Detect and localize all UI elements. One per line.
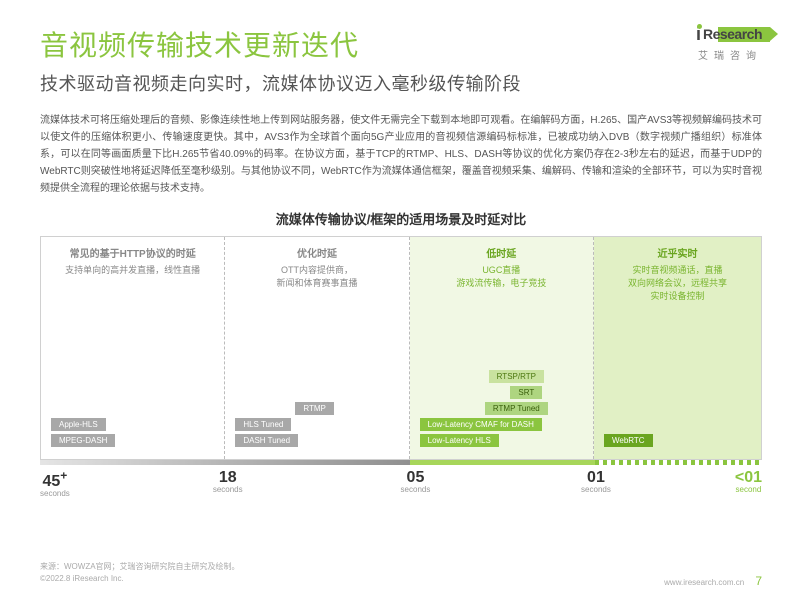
segment-low-latency: 低时延 UGC直播 游戏流传输，电子竞技 RTSP/RTP SRT RTMP T…	[410, 237, 594, 459]
tick: 18 seconds	[213, 469, 243, 494]
segment-title: 常见的基于HTTP协议的时延	[51, 245, 214, 260]
tick-num: 05	[407, 469, 425, 486]
segment-desc: UGC直播 游戏流传输，电子竞技	[420, 264, 583, 290]
tick-unit: seconds	[401, 485, 431, 494]
title-block: 音视频传输技术更新迭代 技术驱动音视频走向实时，流媒体协议迈入毫秒级传输阶段	[40, 24, 696, 96]
brand-cn: 艾瑞咨询	[698, 47, 762, 62]
protocol-pill: SRT	[510, 386, 542, 399]
tick-unit: seconds	[581, 485, 611, 494]
segment-title: 近乎实时	[604, 245, 751, 260]
protocol-pill: DASH Tuned	[235, 434, 298, 447]
segment-realtime: 近乎实时 实时音视频通话，直播 双向网络会议，远程共享 实时设备控制 WebRT…	[594, 237, 761, 459]
header: 音视频传输技术更新迭代 技术驱动音视频走向实时，流媒体协议迈入毫秒级传输阶段 i…	[0, 0, 802, 96]
footer: 来源：WOWZA官网；艾瑞咨询研究院自主研究及绘制。 ©2022.8 iRese…	[40, 561, 762, 588]
protocol-stack: WebRTC	[604, 434, 751, 451]
axis-segment	[595, 460, 762, 465]
tick-num: 45	[42, 473, 60, 490]
chart-title: 流媒体传输协议/框架的适用场景及时延对比	[0, 209, 802, 228]
protocol-pill: RTMP Tuned	[485, 402, 548, 415]
protocol-pill: Low-Latency CMAF for DASH	[420, 418, 542, 431]
axis-ticks: 45+ seconds 18 seconds 05 seconds 01 sec…	[40, 469, 762, 499]
latency-axis	[40, 460, 762, 465]
protocol-pill: Apple-HLS	[51, 418, 106, 431]
tick-num: <01	[735, 469, 762, 486]
brand-en: Research	[703, 26, 762, 42]
brand-logo: i Research 艾瑞咨询	[696, 24, 762, 62]
protocol-stack: Apple-HLS MPEG-DASH	[51, 418, 214, 451]
tick-unit: second	[735, 485, 762, 494]
source-note: 来源：WOWZA官网；艾瑞咨询研究院自主研究及绘制。	[40, 561, 762, 572]
segment-optimized: 优化时延 OTT内容提供商， 新闻和体育赛事直播 RTMP HLS Tuned …	[225, 237, 409, 459]
segment-http: 常见的基于HTTP协议的时延 支持单向的高并发直播，线性直播 Apple-HLS…	[41, 237, 225, 459]
protocol-pill: WebRTC	[604, 434, 653, 447]
footer-url: www.iresearch.com.cn	[664, 578, 744, 587]
page-title: 音视频传输技术更新迭代	[40, 24, 696, 64]
latency-chart: 常见的基于HTTP协议的时延 支持单向的高并发直播，线性直播 Apple-HLS…	[40, 236, 762, 460]
protocol-stack: RTMP HLS Tuned DASH Tuned	[235, 402, 398, 451]
tick: 45+ seconds	[40, 469, 70, 498]
segment-title: 低时延	[420, 245, 583, 260]
protocol-stack: RTSP/RTP SRT RTMP Tuned Low-Latency CMAF…	[420, 370, 583, 451]
axis-segment	[225, 460, 410, 465]
tick-suffix: +	[60, 469, 67, 483]
protocol-pill: MPEG-DASH	[51, 434, 115, 447]
body-paragraph: 流媒体技术可将压缩处理后的音频、影像连续性地上传到网站服务器，使文件无需完全下载…	[0, 96, 802, 197]
page-number: 7	[755, 574, 762, 588]
segment-desc: 支持单向的高并发直播，线性直播	[51, 264, 214, 277]
segment-desc: 实时音视频通话，直播 双向网络会议，远程共享 实时设备控制	[604, 264, 751, 303]
segment-title: 优化时延	[235, 245, 398, 260]
tick-unit: seconds	[213, 485, 243, 494]
protocol-pill: Low-Latency HLS	[420, 434, 499, 447]
tick: <01 second	[735, 469, 762, 494]
axis-segment	[410, 460, 595, 465]
segment-desc: OTT内容提供商， 新闻和体育赛事直播	[235, 264, 398, 290]
protocol-pill: RTSP/RTP	[489, 370, 544, 383]
tick: 01 seconds	[581, 469, 611, 494]
tick: 05 seconds	[401, 469, 431, 494]
protocol-pill: HLS Tuned	[235, 418, 291, 431]
page-subtitle: 技术驱动音视频走向实时，流媒体协议迈入毫秒级传输阶段	[40, 70, 696, 96]
brand-logo-row: i Research	[696, 24, 762, 45]
tick-num: 18	[219, 469, 237, 486]
copyright: ©2022.8 iResearch Inc.	[40, 574, 124, 588]
tick-num: 01	[587, 469, 605, 486]
tick-unit: seconds	[40, 489, 70, 498]
axis-segment	[40, 460, 225, 465]
protocol-pill: RTMP	[295, 402, 334, 415]
